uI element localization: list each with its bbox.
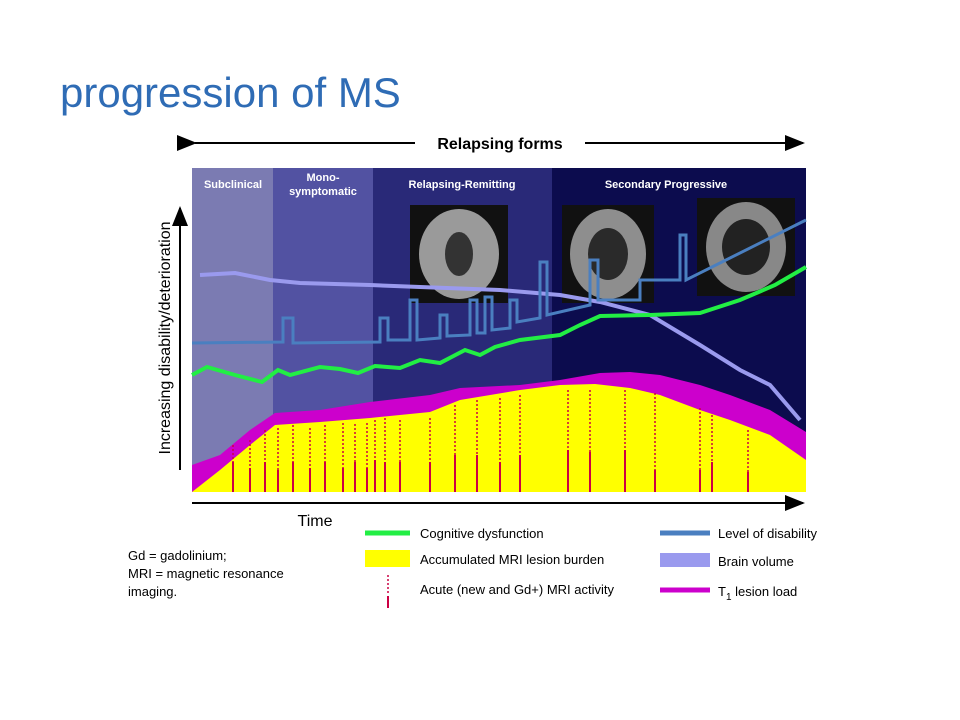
footnote: MRI = magnetic resonance bbox=[128, 566, 284, 581]
x-axis-label: Time bbox=[298, 513, 333, 530]
ventricle bbox=[445, 232, 473, 276]
cognitive-line bbox=[191, 265, 808, 385]
ventricle bbox=[588, 228, 628, 280]
phase-label: Relapsing-Remitting bbox=[409, 179, 516, 191]
y-axis-label: Increasing disability/deterioration bbox=[157, 221, 174, 454]
legend-label: Cognitive dysfunction bbox=[420, 526, 544, 541]
disability-line bbox=[191, 218, 807, 345]
ventricle bbox=[722, 219, 770, 275]
phase-label: Mono- bbox=[307, 172, 340, 184]
legend-label: T1 lesion load bbox=[718, 584, 797, 603]
brain-volume-line bbox=[199, 270, 802, 422]
acute-activity bbox=[232, 390, 749, 492]
legend-label: Accumulated MRI lesion burden bbox=[420, 552, 604, 567]
footnote: imaging. bbox=[128, 584, 177, 599]
top-label: Relapsing forms bbox=[437, 136, 562, 153]
phase-label: Secondary Progressive bbox=[605, 179, 727, 191]
legend-swatch bbox=[365, 550, 410, 567]
legend-label: Acute (new and Gd+) MRI activity bbox=[420, 582, 614, 597]
title: progression of MS bbox=[60, 69, 401, 116]
t1-rest: lesion load bbox=[732, 584, 798, 599]
footnote: Gd = gadolinium; bbox=[128, 548, 227, 563]
phase-label: symptomatic bbox=[289, 186, 357, 198]
legend-label: Brain volume bbox=[718, 554, 794, 569]
lesion-burden-area bbox=[192, 384, 806, 492]
legend-swatch bbox=[660, 553, 710, 567]
phase-label: Subclinical bbox=[204, 179, 262, 191]
label-bg bbox=[415, 134, 585, 152]
t1-main: T bbox=[718, 584, 726, 599]
t1-sub: 1 bbox=[726, 592, 732, 603]
legend-label: Level of disability bbox=[718, 526, 817, 541]
